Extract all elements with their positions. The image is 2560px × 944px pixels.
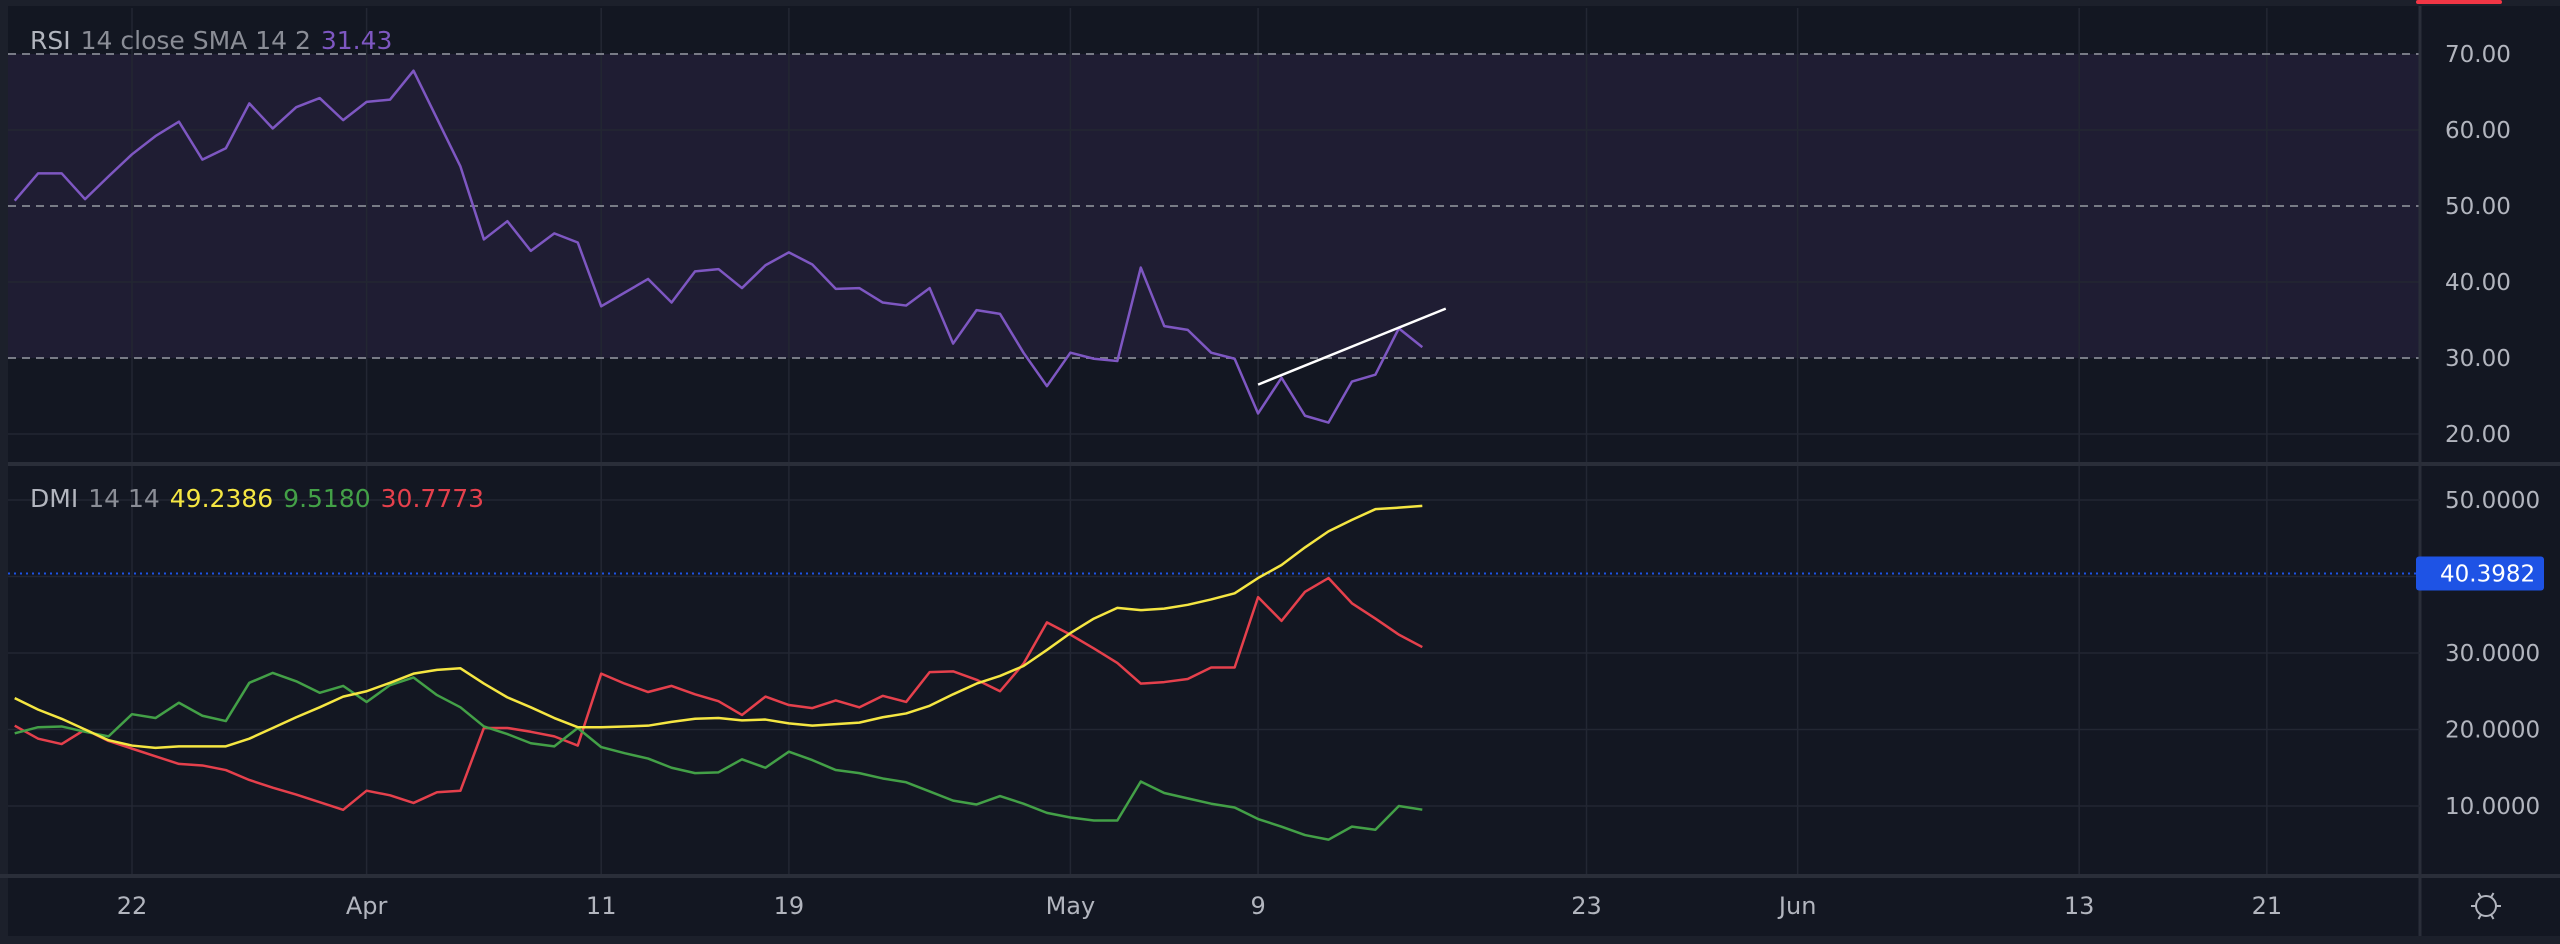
rsi-axis-tick: 30.00 — [2445, 346, 2511, 372]
minus-di-line[interactable] — [14, 576, 1423, 812]
time-axis-border — [0, 874, 2560, 878]
price-tag-top — [2416, 0, 2502, 4]
rsi-legend-params: 14 close SMA 14 2 — [80, 26, 311, 55]
dmi-legend[interactable]: DMI 14 14 49.2386 9.5180 30.7773 — [30, 484, 494, 513]
time-axis-label: 11 — [586, 892, 617, 920]
price-label-badge — [2416, 556, 2544, 591]
rsi-axis-tick: 40.00 — [2445, 270, 2511, 296]
left-border — [0, 0, 8, 944]
time-axis-label: 22 — [117, 892, 148, 920]
time-axis-label: 19 — [774, 892, 805, 920]
rsi-axis-tick: 60.00 — [2445, 118, 2511, 144]
time-axis-label: May — [1046, 892, 1096, 920]
dmi-axis-tick: 30.0000 — [2445, 641, 2540, 667]
time-axis-label: 9 — [1250, 892, 1265, 920]
rsi-axis-tick: 50.00 — [2445, 194, 2511, 220]
gear-icon-tooth — [2477, 914, 2482, 920]
bottom-border — [0, 936, 2560, 944]
dmi-legend-plus-di: 9.5180 — [283, 484, 371, 513]
rsi-line[interactable] — [13, 69, 1424, 424]
gear-icon-tooth — [2477, 892, 2482, 898]
plus-di-line[interactable] — [14, 671, 1423, 841]
rsi-legend-value: 31.43 — [320, 26, 393, 55]
rsi-axis-tick: 20.00 — [2445, 422, 2511, 448]
gear-icon[interactable] — [2471, 892, 2501, 920]
pane-divider[interactable] — [0, 462, 2560, 466]
rsi-axis-tick: 70.00 — [2445, 42, 2511, 68]
dmi-axis-tick: 50.0000 — [2445, 488, 2540, 514]
top-border — [0, 0, 2560, 6]
adx-line[interactable] — [14, 504, 1423, 750]
dmi-axis-tick: 20.0000 — [2445, 718, 2540, 744]
gear-icon-tooth — [2490, 914, 2495, 920]
time-axis-label: 13 — [2064, 892, 2095, 920]
dmi-legend-name: DMI — [30, 484, 79, 513]
dmi-legend-adx: 49.2386 — [169, 484, 274, 513]
price-label-value: 40.3982 — [2440, 561, 2535, 587]
dmi-legend-params: 14 14 — [88, 484, 160, 513]
trendline-drawing[interactable] — [1257, 307, 1447, 386]
time-axis-label: Jun — [1777, 892, 1817, 920]
time-axis-label: Apr — [346, 892, 388, 920]
rsi-legend[interactable]: RSI 14 close SMA 14 2 31.43 — [30, 26, 402, 55]
time-axis-label: 23 — [1571, 892, 1602, 920]
rsi-legend-name: RSI — [30, 26, 71, 55]
gear-icon-tooth — [2490, 892, 2495, 898]
time-axis-label: 21 — [2252, 892, 2283, 920]
dmi-axis-tick: 10.0000 — [2445, 794, 2540, 820]
dmi-legend-minus-di: 30.7773 — [380, 484, 485, 513]
